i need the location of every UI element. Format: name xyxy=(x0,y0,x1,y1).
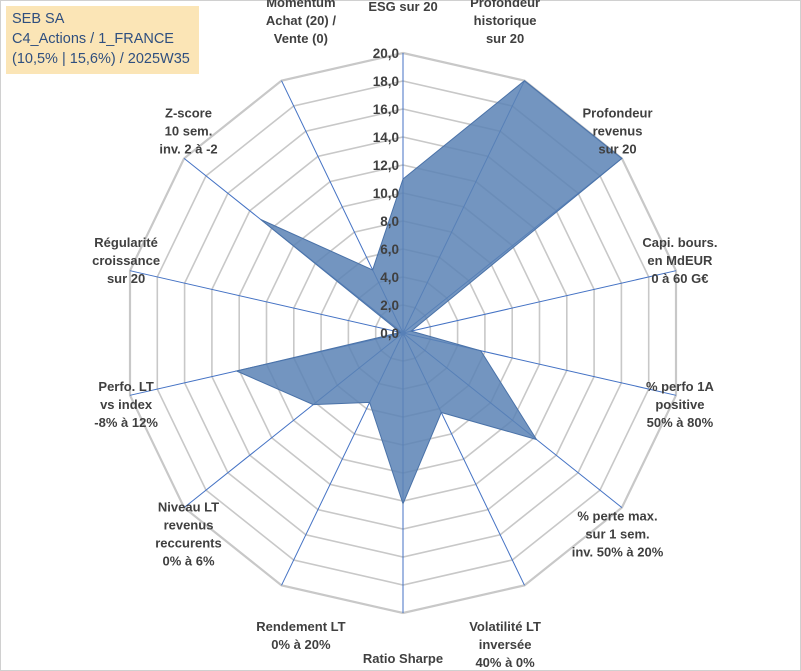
axis-label: Z-score xyxy=(165,106,212,121)
axis-label: 40% à 0% xyxy=(475,655,535,670)
radar-tick-labels: 0,0 2,0 4,0 6,0 8,0 10,0 12,0 14,0 16,0 18,0 20,0 xyxy=(373,46,399,341)
axis-label: % perfo 1A xyxy=(646,379,715,394)
axis-label: 0 à 1 xyxy=(389,669,418,671)
axis-label: historique xyxy=(474,13,537,28)
tick-label: 4,0 xyxy=(380,270,399,285)
radar-series xyxy=(234,80,623,506)
axis-label: Régularité xyxy=(94,235,158,250)
period-label: (10,5% | 15,6%) / 2025W35 xyxy=(12,51,190,67)
axis-label: Rendement LT xyxy=(256,619,345,634)
axis-label: croissance xyxy=(92,253,160,268)
axis-label: Ratio Sharpe xyxy=(363,651,443,666)
tick-label: 6,0 xyxy=(380,242,399,257)
axis-label: en MdEUR xyxy=(647,253,713,268)
tick-label: 2,0 xyxy=(380,298,399,313)
axis-label: Profondeur xyxy=(470,0,540,10)
axis-spoke xyxy=(129,270,404,334)
company-name: SEB SA xyxy=(12,11,65,27)
tick-label: 14,0 xyxy=(373,130,399,145)
axis-label: Volatilité LT xyxy=(469,619,541,634)
axis-label: Capi. bours. xyxy=(642,235,717,250)
axis-label: Profondeur xyxy=(582,106,652,121)
axis-label: sur 20 xyxy=(598,142,636,157)
axis-label: Vente (0) xyxy=(274,31,328,46)
tick-label: 12,0 xyxy=(373,158,399,173)
axis-label: inversée xyxy=(479,637,532,652)
axis-label: % perte max. xyxy=(577,508,657,523)
axis-label: 0% à 6% xyxy=(162,553,214,568)
axis-label: vs index xyxy=(100,397,153,412)
axis-label: Perfo. LT xyxy=(98,379,153,394)
axis-label: Momentum xyxy=(266,0,335,10)
series-area xyxy=(234,80,623,506)
category-label: C4_Actions / 1_FRANCE xyxy=(12,31,174,47)
axis-label: Niveau LT xyxy=(158,499,219,514)
axis-label: inv. 2 à -2 xyxy=(159,142,217,157)
tick-label: 8,0 xyxy=(380,214,399,229)
axis-label: 10 sem. xyxy=(165,124,213,139)
tick-label: 20,0 xyxy=(373,46,399,61)
tick-label: 10,0 xyxy=(373,186,399,201)
axis-label: sur 1 sem. xyxy=(585,526,649,541)
axis-label: inv. 50% à 20% xyxy=(572,544,664,559)
axis-label: positive xyxy=(655,397,704,412)
axis-label: revenus xyxy=(164,517,214,532)
axis-label: sur 20 xyxy=(107,271,145,286)
axis-label: 0% à 20% xyxy=(271,637,331,652)
axis-label: revenus xyxy=(593,124,643,139)
tick-label: 16,0 xyxy=(373,102,399,117)
axis-label: ESG sur 20 xyxy=(368,0,437,14)
axis-label: 0 à 60 G€ xyxy=(651,271,708,286)
axis-label: Achat (20) / xyxy=(266,13,336,28)
axis-label: sur 20 xyxy=(486,31,524,46)
axis-label: -8% à 12% xyxy=(94,415,158,430)
axis-spoke xyxy=(402,270,677,334)
info-box: SEB SA C4_Actions / 1_FRANCE (10,5% | 15… xyxy=(6,6,199,74)
tick-label: 18,0 xyxy=(373,74,399,89)
axis-label: reccurents xyxy=(155,535,221,550)
axis-label: 50% à 80% xyxy=(647,415,714,430)
tick-label: 0,0 xyxy=(380,326,399,341)
